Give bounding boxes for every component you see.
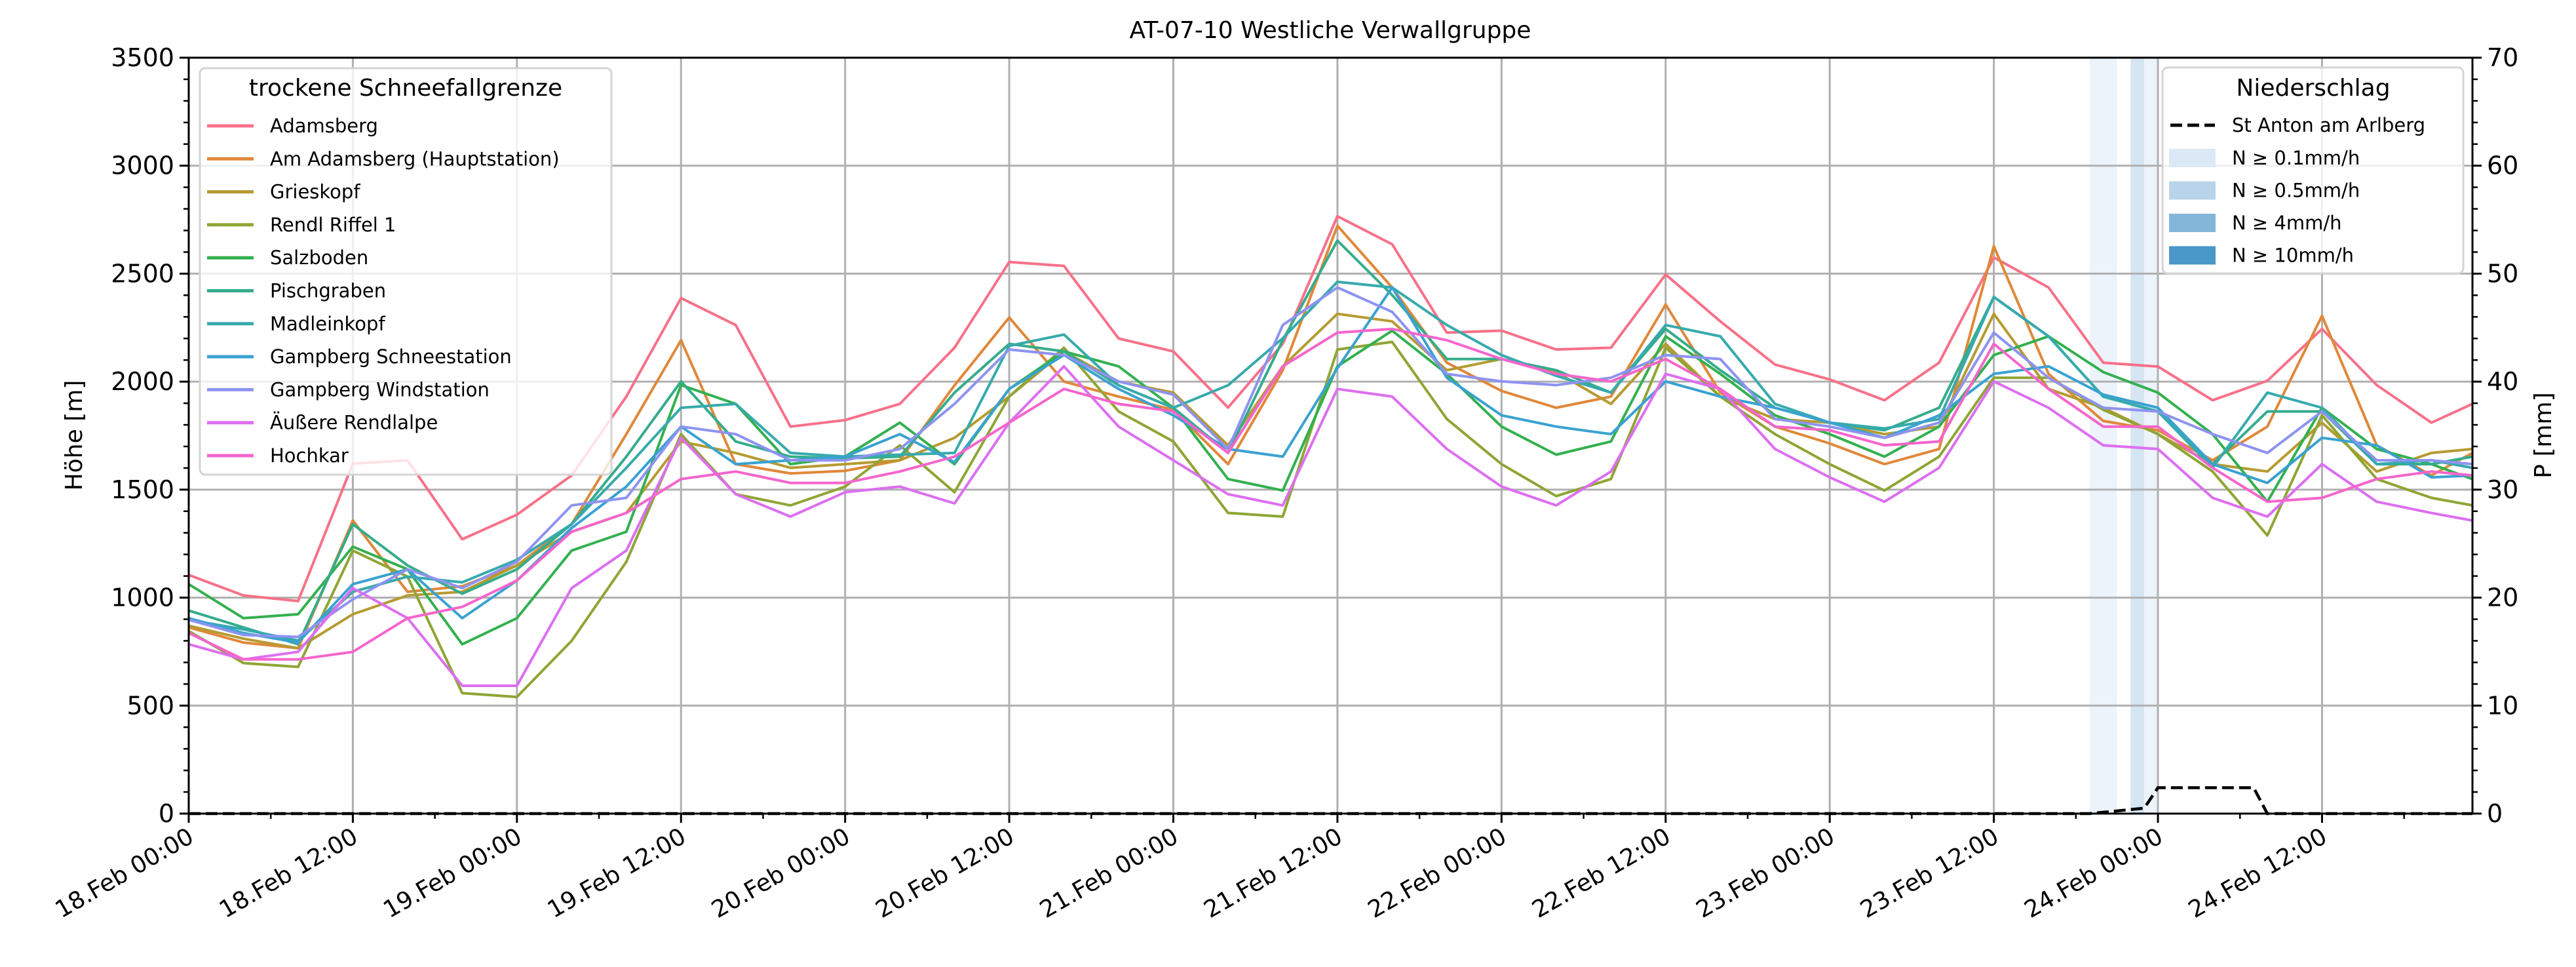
legend-label: Am Adamsberg (Hauptstation) — [270, 148, 560, 170]
precip-line-st-anton — [189, 786, 2472, 816]
x-tick-label: 19.Feb 12:00 — [543, 823, 691, 924]
legend-label: Pischgraben — [270, 280, 386, 302]
precip-class-swatch — [2169, 181, 2216, 200]
legend-label: Äußere Rendlalpe — [270, 412, 438, 434]
x-tick-label: 21.Feb 00:00 — [1035, 823, 1183, 924]
precip-legend-title: Niederschlag — [2236, 75, 2390, 102]
precip-class-swatch — [2169, 214, 2216, 232]
y-tick-label: 3500 — [111, 43, 174, 72]
y-axis-label: Höhe [m] — [61, 380, 88, 491]
x-tick-label: 21.Feb 12:00 — [1199, 823, 1347, 924]
y2-tick-label: 10 — [2487, 691, 2518, 720]
series-lines — [187, 214, 2473, 699]
series-line-gampberg-windstation — [188, 286, 2473, 639]
precip-class-label: N ≥ 0.5mm/h — [2232, 180, 2360, 202]
x-tick-label: 20.Feb 00:00 — [707, 823, 855, 924]
y2-tick-label: 30 — [2487, 475, 2518, 504]
precip-legend: Niederschlag St Anton am Arlberg N ≥ 0.1… — [2161, 66, 2465, 275]
precip-span — [2130, 58, 2145, 814]
legend-label: Hochkar — [270, 444, 349, 467]
y-tick-label: 2500 — [111, 259, 174, 288]
precip-span — [2089, 58, 2117, 814]
y2-tick-label: 40 — [2487, 367, 2518, 396]
y-tick-label: 3000 — [111, 151, 174, 180]
precip-legend-station: St Anton am Arlberg — [2232, 114, 2425, 136]
x-tick-label: 18.Feb 00:00 — [50, 823, 198, 924]
x-tick-label: 24.Feb 00:00 — [2020, 823, 2167, 924]
y-tick-label: 500 — [126, 691, 174, 720]
chart-title: AT-07-10 Westliche Verwallgruppe — [1130, 17, 1531, 44]
precip-class-label: N ≥ 10mm/h — [2232, 245, 2354, 267]
precip-class-swatch — [2169, 246, 2216, 265]
legend-label: Gampberg Schneestation — [270, 345, 512, 368]
legend-label: Salzboden — [270, 247, 368, 269]
precip-spans — [2089, 58, 2159, 814]
series-line--u-ere-rendlalpe — [188, 365, 2473, 687]
precip-span — [2144, 58, 2159, 814]
y-tick-label: 2000 — [111, 367, 174, 396]
y2-tick-label: 0 — [2487, 799, 2503, 828]
x-tick-label: 22.Feb 00:00 — [1364, 823, 1511, 924]
x-tick-label: 19.Feb 00:00 — [379, 823, 526, 924]
y2-tick-label: 60 — [2487, 151, 2518, 180]
series-line-gampberg-schneestation — [188, 286, 2473, 644]
precip-class-label: N ≥ 4mm/h — [2232, 212, 2342, 234]
legend-label: Rendl Riffel 1 — [270, 214, 396, 236]
x-tick-label: 20.Feb 12:00 — [872, 823, 1019, 924]
x-tick-label: 23.Feb 00:00 — [1692, 823, 1839, 924]
x-tick-label: 22.Feb 12:00 — [1528, 823, 1675, 924]
x-tick-label: 18.Feb 12:00 — [215, 823, 362, 924]
y-tick-label: 0 — [159, 799, 174, 828]
legend-label: Gampberg Windstation — [270, 378, 490, 401]
series-line-hochkar — [188, 327, 2473, 661]
legend-label: Adamsberg — [270, 115, 378, 137]
series-line-madleinkopf — [188, 280, 2473, 642]
station-legend-title: trockene Schneefallgrenze — [249, 75, 562, 102]
x-tick-label: 24.Feb 12:00 — [2184, 823, 2332, 924]
station-legend: trockene Schneefallgrenze Adamsberg Am Ad… — [199, 67, 613, 476]
y2-tick-label: 50 — [2487, 259, 2518, 288]
y2-axis-label: P [mm] — [2530, 392, 2557, 478]
legend-label: Grieskopf — [270, 181, 360, 203]
y2-tick-label: 70 — [2487, 43, 2518, 72]
plot-frame — [187, 56, 2474, 815]
series-line-rendl-riffel-1 — [187, 340, 2473, 699]
x-tick-label: 23.Feb 12:00 — [1856, 823, 2003, 924]
y2-tick-label: 20 — [2487, 583, 2518, 612]
precip-class-label: N ≥ 0.1mm/h — [2232, 147, 2360, 169]
precip-class-swatch — [2169, 149, 2216, 167]
precip-line — [189, 786, 2472, 816]
y-tick-label: 1000 — [111, 583, 174, 612]
legend-label: Madleinkopf — [270, 313, 385, 335]
y-tick-label: 1500 — [111, 475, 174, 504]
